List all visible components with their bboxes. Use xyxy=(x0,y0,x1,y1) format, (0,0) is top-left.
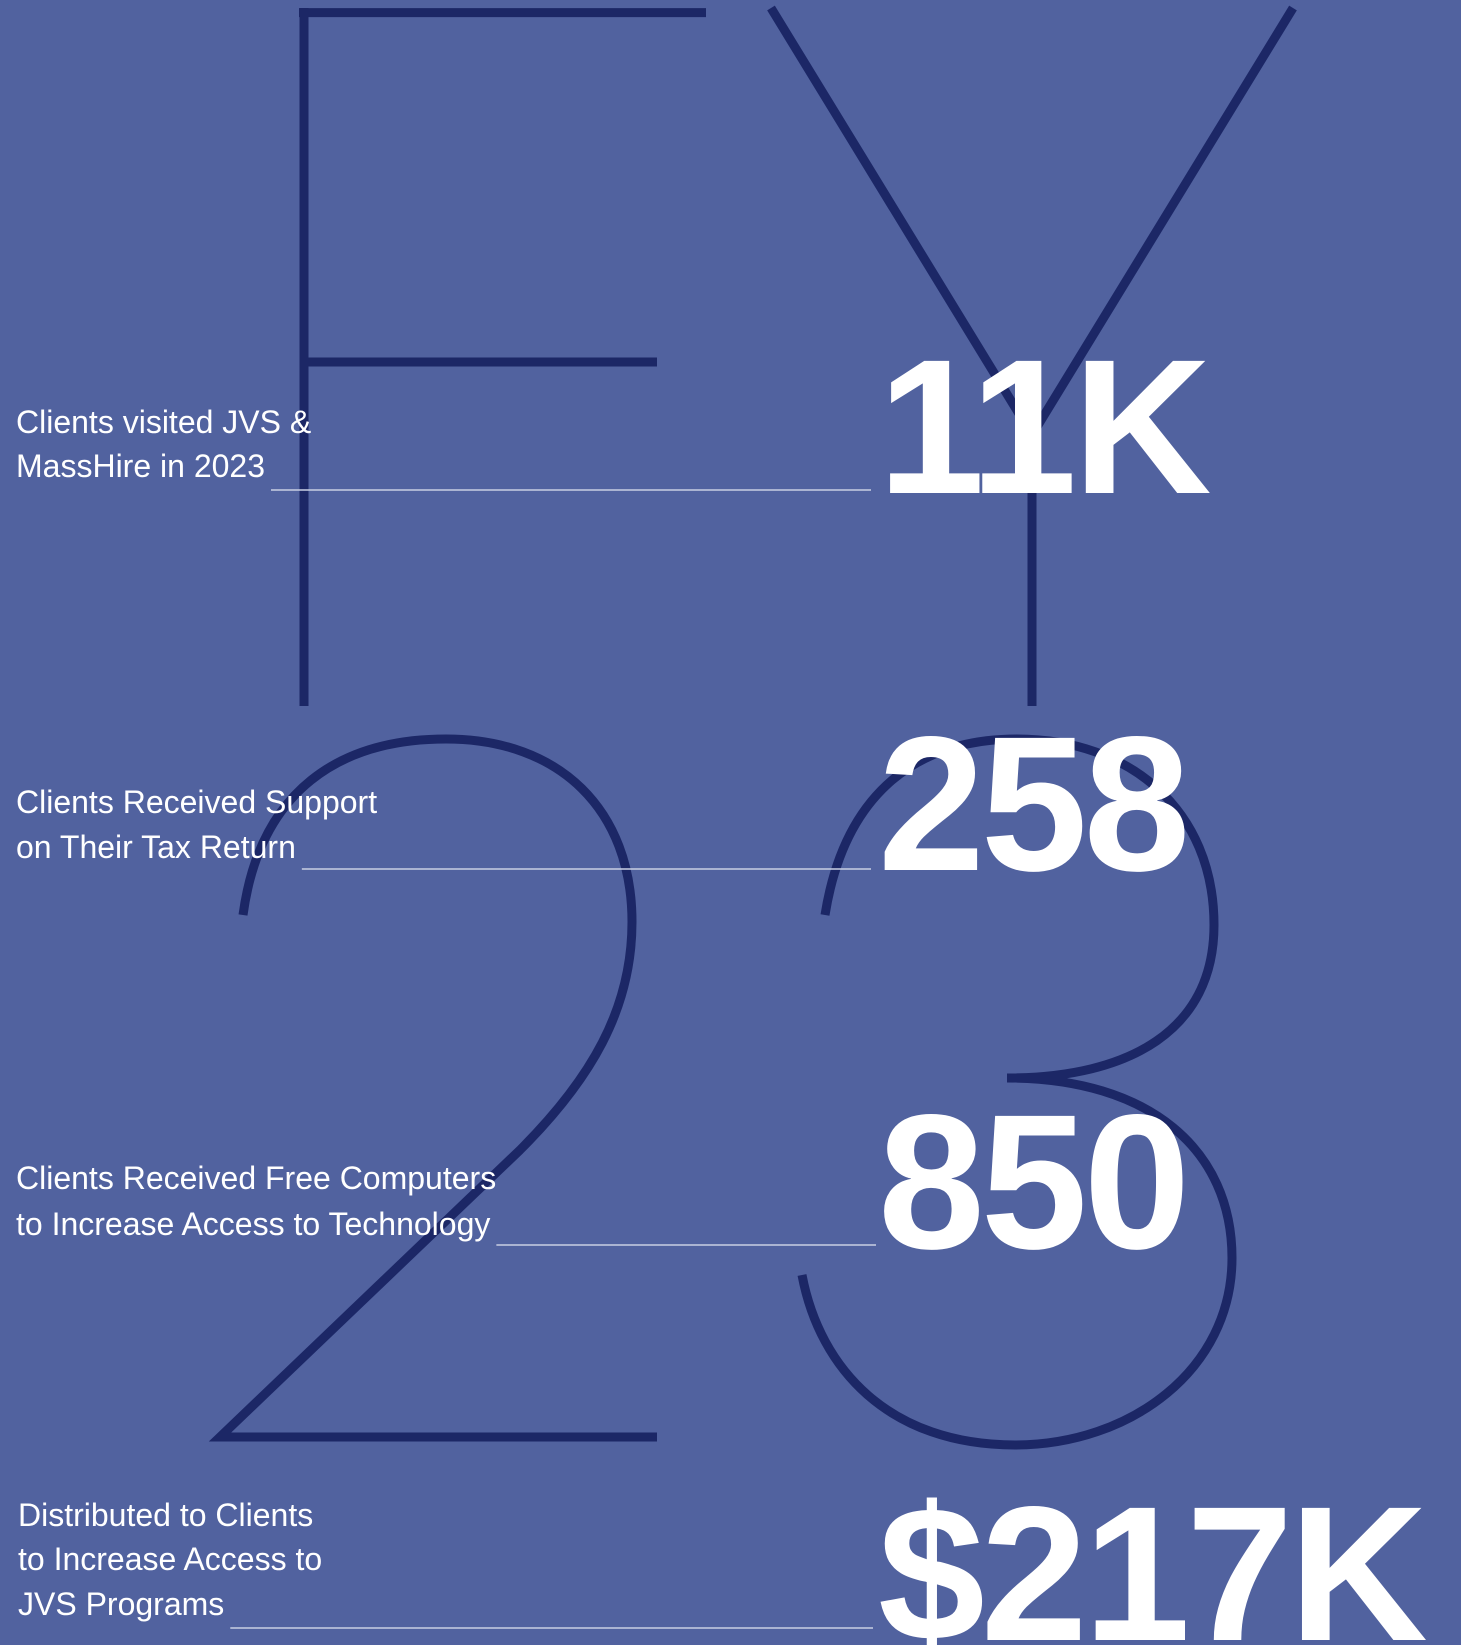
letter-y xyxy=(767,5,1297,706)
stat-figure: 11K xyxy=(878,319,1210,534)
stat: Distributed to Clients to Increase Access… xyxy=(18,1466,1430,1645)
stat-label: to Increase Access to Technology xyxy=(16,1206,490,1242)
stat-label: Clients Received Free Computers xyxy=(16,1160,496,1196)
stat-label: to Increase Access to xyxy=(18,1541,322,1577)
stat-label: Clients visited JVS & xyxy=(16,404,311,440)
stat: Clients visited JVS & MassHire in 2023 11K xyxy=(16,319,1214,534)
letter-f xyxy=(299,8,706,706)
stat-label: Clients Received Support xyxy=(16,784,377,820)
stat-label: Distributed to Clients xyxy=(18,1497,313,1533)
stat: Clients Received Free Computers to Increa… xyxy=(16,1074,1190,1289)
stat-label: on Their Tax Return xyxy=(16,829,296,865)
stat-figure: 258 xyxy=(878,696,1186,911)
stats: Clients visited JVS & MassHire in 2023 11K… xyxy=(16,319,1430,1645)
stat-figure: 850 xyxy=(878,1074,1186,1289)
digit-3 xyxy=(797,734,1237,1450)
stat-figure: $217K xyxy=(878,1466,1426,1645)
backdrop-lettering xyxy=(208,5,1297,1450)
stat-label: MassHire in 2023 xyxy=(16,448,265,484)
stat-label: JVS Programs xyxy=(18,1586,224,1622)
digit-2 xyxy=(208,734,657,1442)
stat: Clients Received Support on Their Tax Ret… xyxy=(16,696,1190,911)
